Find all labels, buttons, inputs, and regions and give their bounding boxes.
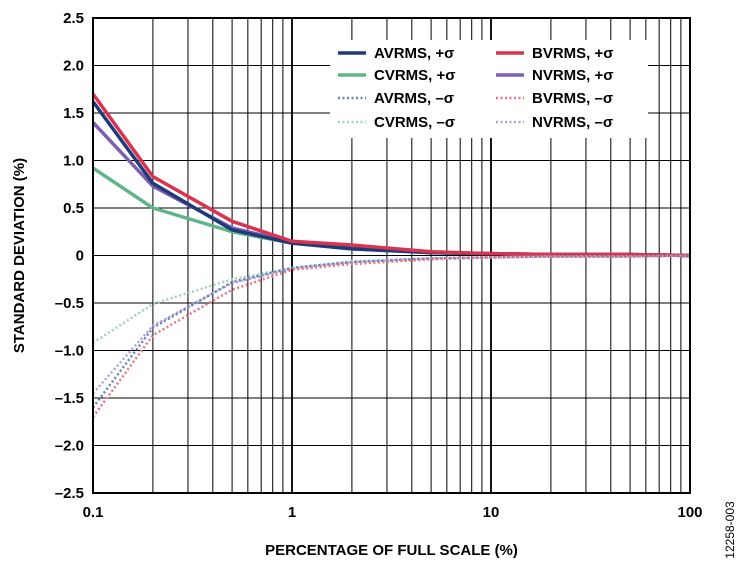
y-tick-label: 1.0: [63, 153, 84, 170]
y-tick-label: 0.5: [63, 200, 84, 217]
legend: AVRMS, +σ BVRMS, +σ CVRMS, +σ NVRMS, +σ AVRM…: [330, 40, 648, 138]
legend-label: BVRMS, +σ: [532, 45, 614, 62]
y-tick-label: 2.5: [63, 10, 84, 27]
series-line: [92, 254, 691, 409]
series-lines: [91, 92, 691, 418]
y-tick-label: 1.5: [63, 105, 84, 122]
y-tick-label: 2.0: [63, 58, 84, 75]
x-tick-label: 0.1: [83, 504, 104, 521]
x-tick-label: 100: [677, 504, 702, 521]
legend-label: NVRMS, +σ: [532, 67, 614, 84]
series-line: [91, 254, 691, 418]
legend-label: NVRMS, –σ: [532, 114, 613, 131]
x-tick-label: 10: [483, 504, 500, 521]
y-tick-label: –2.5: [55, 485, 84, 502]
legend-label: AVRMS, –σ: [374, 90, 454, 107]
series-line: [91, 92, 691, 258]
x-tick-label: 1: [288, 504, 296, 521]
y-tick-labels: 2.5 2.0 1.5 1.0 0.5 0 –0.5 –1.0 –1.5 –2.0 –2.5: [55, 10, 84, 502]
legend-label: AVRMS, +σ: [374, 45, 454, 62]
x-tick-labels: 0.1 1 10 100: [83, 504, 703, 521]
figure-id: 12258-003: [723, 501, 737, 559]
y-tick-label: –1.5: [55, 390, 84, 407]
y-tick-label: –1.0: [55, 343, 84, 360]
legend-label: BVRMS, –σ: [532, 90, 613, 107]
y-tick-label: 0: [76, 248, 84, 265]
y-axis-title: STANDARD DEVIATION (%): [11, 158, 28, 353]
legend-box: [330, 40, 648, 138]
y-tick-label: –0.5: [55, 295, 84, 312]
y-tick-label: –2.0: [55, 438, 84, 455]
plot-frame: [92, 17, 691, 494]
legend-label: CVRMS, +σ: [374, 67, 456, 84]
legend-label: CVRMS, –σ: [374, 114, 455, 131]
x-axis-title: PERCENTAGE OF FULL SCALE (%): [265, 542, 518, 559]
